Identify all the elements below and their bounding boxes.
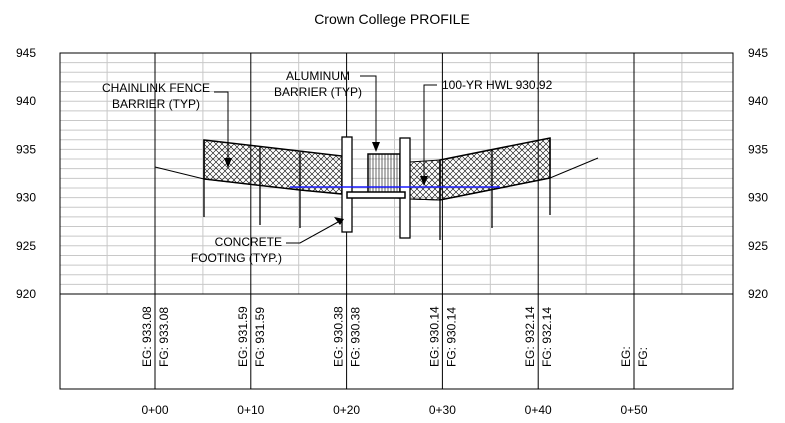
callouts: CHAINLINK FENCE BARRIER (TYP) ALUMINUM B… xyxy=(102,69,553,265)
leader xyxy=(423,84,437,180)
labels: 945 940 935 930 925 920 945 940 935 930 925 920 0+00… xyxy=(16,46,768,417)
y-label: 920 xyxy=(16,287,36,301)
fg-label: FG: 930.14 xyxy=(444,307,458,367)
y-label: 940 xyxy=(748,94,768,108)
eg-label: EG: 933.08 xyxy=(140,306,154,367)
fg-label: FG: 933.08 xyxy=(157,307,171,367)
fg-label: FG: 931.59 xyxy=(253,307,267,367)
eg-label: EG: xyxy=(619,346,633,367)
eg-label: EG: 930.38 xyxy=(332,306,346,367)
y-label: 920 xyxy=(748,287,768,301)
station-label: 0+50 xyxy=(620,403,647,417)
leader xyxy=(360,75,377,144)
callout: CHAINLINK FENCE xyxy=(102,81,210,95)
y-label: 940 xyxy=(16,94,36,108)
station-label: 0+30 xyxy=(429,403,456,417)
aluminum-barrier xyxy=(367,153,401,197)
arrow xyxy=(372,142,380,152)
callout: ALUMINUM xyxy=(286,69,350,83)
station-label: 0+40 xyxy=(525,403,552,417)
y-label: 930 xyxy=(16,191,36,205)
chainlink-fence xyxy=(203,139,343,195)
fg-label: FG: 932.14 xyxy=(540,307,554,367)
callout: BARRIER (TYP) xyxy=(112,97,200,111)
station-label: 0+10 xyxy=(237,403,264,417)
eg-label: EG: 931.59 xyxy=(236,306,250,367)
fg-label: FG: 930.38 xyxy=(349,307,363,367)
column xyxy=(341,136,353,233)
y-label: 925 xyxy=(748,239,768,253)
callout: FOOTING (TYP.) xyxy=(191,251,282,265)
column xyxy=(399,137,411,239)
leader xyxy=(214,91,229,162)
fg-label: FG: xyxy=(636,347,650,367)
y-label: 935 xyxy=(16,142,36,156)
station-label: 0+20 xyxy=(333,403,360,417)
posts xyxy=(203,138,551,240)
y-label: 925 xyxy=(16,239,36,253)
title: Crown College PROFILE xyxy=(314,11,470,27)
arrow xyxy=(420,176,428,186)
data-panel xyxy=(59,293,734,390)
footing xyxy=(346,191,406,199)
chainlink-fence xyxy=(439,137,551,201)
eg-label: EG: 930.14 xyxy=(427,306,441,367)
eg-label: EG: 932.14 xyxy=(523,306,537,367)
leader xyxy=(286,221,339,244)
y-label: 930 xyxy=(748,191,768,205)
arrow xyxy=(334,217,344,225)
callout: CONCRETE xyxy=(215,235,282,249)
station-label: 0+00 xyxy=(141,403,168,417)
y-label: 935 xyxy=(748,142,768,156)
arrow xyxy=(224,158,232,168)
callout: 100-YR HWL 930.92 xyxy=(442,78,553,92)
y-label: 945 xyxy=(16,46,36,60)
callout: BARRIER (TYP) xyxy=(274,85,362,99)
y-label: 945 xyxy=(748,46,768,60)
